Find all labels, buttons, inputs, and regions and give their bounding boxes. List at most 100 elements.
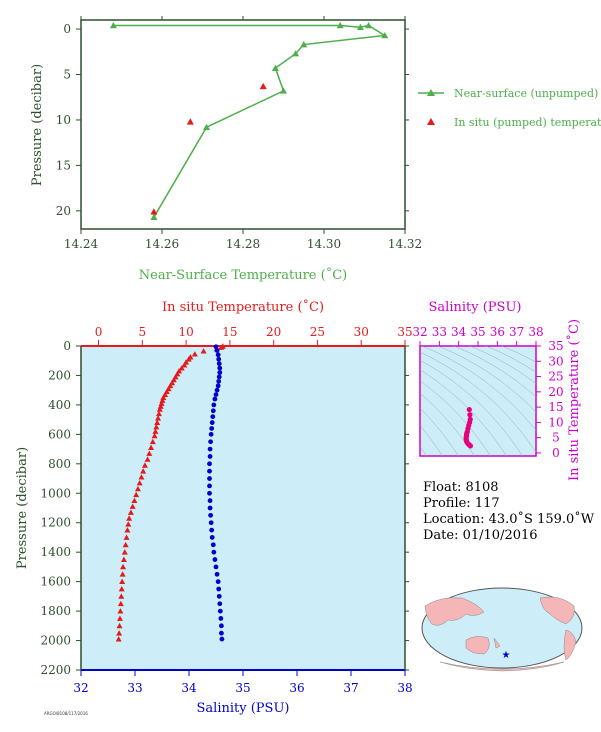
top-y-tick-label: 5 (63, 68, 71, 82)
salinity-point (208, 520, 214, 526)
top-x-axis: 14.24 14.26 14.28 14.30 14.32 (64, 16, 422, 251)
temperature-point (157, 403, 164, 409)
salinity-point (218, 616, 224, 621)
legend-label-unpumped: Near-surface (unpumped) temperature. (454, 87, 601, 100)
salinity-point (211, 549, 217, 555)
temperature-point (153, 424, 160, 430)
pumped-temperature-point (259, 82, 267, 90)
unpumped-temperature-point (109, 21, 117, 29)
salinity-point (212, 396, 218, 402)
salinity-point (210, 414, 216, 420)
legend-label-pumped: In situ (pumped) temperature. (454, 116, 601, 129)
temperature-point (122, 541, 129, 548)
temperature-point (133, 491, 140, 498)
unpumped-temperature-point (300, 41, 308, 48)
salinity-point (217, 370, 223, 375)
salinity-point (216, 374, 222, 380)
map-float-location-marker: ★ (502, 650, 511, 661)
top-y-tick-label: 0 (63, 22, 71, 36)
unpumped-temperature-point (203, 123, 211, 131)
salinity-tick-label: 37 (343, 681, 358, 695)
temperature-point (125, 521, 132, 527)
temperature-point (141, 462, 148, 468)
top-x-tick-label: 14.26 (145, 237, 179, 251)
temperature-point (123, 534, 130, 540)
salinity-tick-label: 35 (235, 681, 250, 695)
temperature-point (116, 630, 123, 636)
ts-y-tick-label: 30 (548, 354, 563, 368)
top-y-axis: 0 5 10 15 20 (56, 22, 409, 218)
temperature-point (146, 450, 153, 456)
salinity-tick-label: 36 (289, 681, 304, 695)
temperature-point (154, 419, 161, 425)
salinity-point (216, 378, 222, 384)
temperature-point (119, 578, 126, 585)
salinity-point (217, 601, 223, 607)
info-profile: Profile: 117 (423, 496, 500, 511)
map-land-asia (424, 597, 485, 626)
profile-series-layer (115, 343, 226, 642)
temperature-point (148, 444, 155, 451)
ts-x-tick-label: 33 (432, 325, 447, 339)
main-top-axis-title: In situ Temperature (˚C) (162, 299, 324, 315)
top-legend: Near-surface (unpumped) temperature. In … (418, 87, 601, 129)
map-land-australia (465, 636, 490, 655)
temperature-point (127, 509, 134, 515)
salinity-tick-label: 38 (397, 681, 412, 695)
top-y-tick-label: 10 (56, 113, 71, 127)
salinity-point (209, 535, 215, 540)
temperature-point (120, 563, 127, 570)
salinity-point (219, 630, 224, 636)
unpumped-temperature-point (356, 23, 364, 31)
info-date: Date: 01/10/2016 (423, 528, 538, 543)
ts-x-tick-label: 37 (509, 325, 524, 339)
salinity-point (216, 356, 222, 362)
map-land-north-america (539, 596, 575, 625)
temperature-point (155, 415, 162, 421)
top-x-tick-label: 14.32 (388, 237, 422, 251)
salinity-point (208, 512, 214, 518)
top-y-axis-title: Pressure (decibar) (30, 64, 45, 186)
top-y-tick-label: 15 (56, 158, 71, 172)
legend-marker-pumped (427, 118, 435, 125)
ts-y-tick-label: 20 (548, 385, 563, 399)
salinity-point (209, 426, 215, 431)
salinity-point (207, 483, 212, 489)
main-y-axis-title: Pressure (decibar) (15, 447, 30, 569)
salinity-axis: 32 33 34 35 36 37 38 (73, 670, 413, 695)
pressure-tick-label: 1800 (40, 604, 71, 618)
temperature-point (152, 428, 159, 434)
temperature-tick-label: 35 (397, 325, 412, 339)
salinity-point (208, 431, 214, 437)
pressure-tick-label: 1200 (40, 516, 71, 530)
salinity-point (215, 383, 221, 389)
pressure-tick-label: 1600 (40, 575, 71, 589)
pressure-tick-label: 400 (48, 398, 71, 412)
unpumped-temperature-point (381, 31, 389, 39)
ts-y-tick-label: 10 (548, 415, 563, 429)
temperature-point (119, 571, 126, 577)
salinity-point (211, 402, 217, 408)
salinity-point (207, 476, 212, 481)
salinity-point (207, 468, 212, 474)
salinity-tick-label: 33 (127, 681, 142, 695)
ts-salinity-axis: 32 33 34 35 36 37 38 (412, 325, 544, 346)
top-plot-frame (80, 19, 406, 230)
info-location: Location: 43.0˚S 159.0˚W (423, 511, 595, 527)
ts-x-tick-label: 35 (470, 325, 485, 339)
ts-y-tick-label: 35 (548, 339, 563, 353)
temperature-point (158, 400, 165, 406)
pumped-temperature-point (150, 208, 158, 215)
salinity-point (217, 365, 223, 371)
temperature-point (117, 600, 124, 607)
unpumped-temperature-point (271, 64, 279, 71)
salinity-point (214, 571, 220, 577)
temperature-point (155, 410, 162, 417)
salinity-point (217, 608, 223, 614)
salinity-point (216, 593, 222, 599)
salinity-tick-label: 34 (181, 681, 197, 695)
top-x-tick-label: 14.24 (64, 237, 99, 251)
salinity-tick-label: 32 (73, 681, 88, 695)
